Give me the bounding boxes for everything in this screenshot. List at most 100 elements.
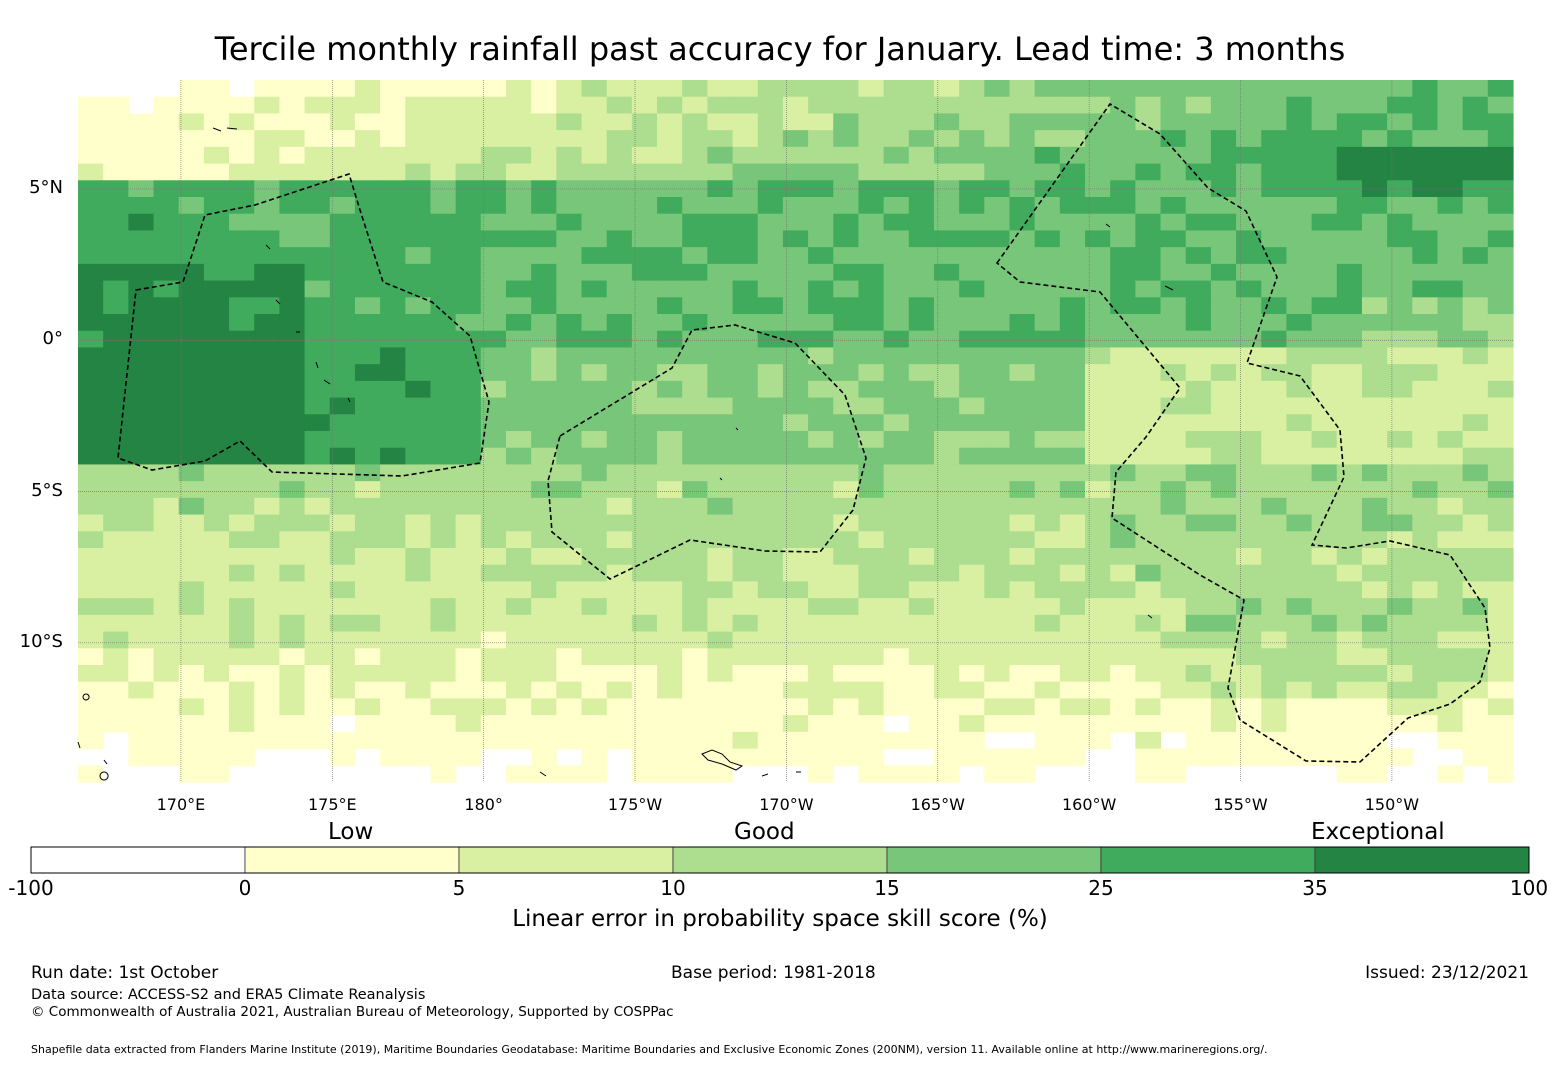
- grid-cell: [455, 631, 482, 649]
- grid-cell: [908, 665, 935, 683]
- grid-cell: [354, 380, 381, 399]
- grid-cell: [606, 146, 633, 165]
- grid-cell: [1437, 531, 1464, 549]
- grid-cell: [1185, 213, 1212, 232]
- grid-cell: [1387, 297, 1413, 315]
- grid-cell: [782, 247, 809, 265]
- grid-cell: [782, 447, 809, 466]
- grid-cell: [782, 414, 809, 432]
- grid-cell: [153, 514, 180, 532]
- grid-cell: [1361, 681, 1388, 700]
- grid-cell: [279, 347, 306, 365]
- grid-cell: [1110, 598, 1136, 616]
- grid-cell: [606, 314, 633, 332]
- grid-cell: [858, 614, 885, 633]
- grid-cell: [1361, 748, 1388, 766]
- grid-cell: [933, 598, 960, 616]
- grid-cell: [959, 648, 985, 666]
- grid-cell: [1210, 715, 1237, 733]
- grid-cell: [732, 247, 759, 265]
- grid-cell: [254, 698, 281, 716]
- grid-cell: [279, 447, 306, 466]
- grid-cell: [1311, 247, 1338, 265]
- grid-cell: [1210, 648, 1237, 666]
- grid-cell: [1009, 130, 1036, 148]
- grid-cell: [1336, 113, 1363, 131]
- grid-cell: [1009, 564, 1036, 583]
- grid-cell: [883, 213, 910, 232]
- grid-cell: [229, 447, 255, 466]
- grid-cell: [1462, 748, 1489, 766]
- grid-cell: [178, 314, 205, 332]
- grid-cell: [203, 230, 230, 248]
- grid-cell: [757, 364, 784, 382]
- grid-cell: [959, 665, 985, 683]
- grid-cell: [933, 464, 960, 482]
- grid-cell: [1261, 481, 1288, 499]
- grid-cell: [1462, 698, 1489, 716]
- grid-cell: [1361, 614, 1388, 633]
- grid-cell: [1412, 330, 1439, 349]
- grid-cell: [782, 598, 809, 616]
- grid-cell: [480, 397, 507, 415]
- grid-cell: [1361, 80, 1388, 98]
- grid-cell: [1261, 213, 1288, 232]
- grid-cell: [380, 380, 406, 399]
- grid-cell: [354, 163, 381, 181]
- grid-cell: [959, 130, 985, 148]
- grid-cell: [505, 481, 532, 499]
- grid-cell: [1462, 514, 1489, 532]
- grid-cell: [606, 213, 633, 232]
- grid-cell: [430, 163, 457, 181]
- grid-cell: [480, 414, 507, 432]
- grid-cell: [153, 364, 180, 382]
- grid-cell: [203, 614, 230, 633]
- grid-cell: [1261, 648, 1288, 666]
- grid-cell: [380, 614, 406, 633]
- grid-cell: [732, 598, 759, 616]
- grid-cell: [657, 414, 683, 432]
- grid-cell: [1009, 80, 1036, 98]
- grid-cell: [657, 113, 683, 131]
- grid-cell: [380, 80, 406, 98]
- grid-cell: [279, 481, 306, 499]
- grid-cell: [229, 330, 255, 349]
- grid-cell: [531, 297, 557, 315]
- grid-cell: [1412, 631, 1439, 649]
- grid-cell: [380, 447, 406, 466]
- grid-cell: [808, 213, 834, 232]
- grid-cell: [1236, 163, 1262, 181]
- grid-cell: [1487, 213, 1514, 232]
- grid-cell: [505, 397, 532, 415]
- grid-cell: [505, 648, 532, 666]
- grid-cell: [153, 531, 180, 549]
- grid-cell: [606, 280, 633, 298]
- grid-cell: [279, 631, 306, 649]
- grid-cell: [657, 598, 683, 616]
- grid-cell: [103, 380, 129, 399]
- grid-cell: [430, 631, 457, 649]
- grid-cell: [304, 213, 331, 232]
- grid-cell: [1286, 80, 1313, 98]
- grid-cell: [782, 380, 809, 399]
- grid-cell: [933, 80, 960, 98]
- grid-cell: [782, 80, 809, 98]
- grid-cell: [1009, 765, 1036, 783]
- grid-cell: [1361, 130, 1388, 148]
- grid-cell: [304, 631, 331, 649]
- grid-cell: [1412, 431, 1439, 449]
- grid-cell: [782, 297, 809, 315]
- grid-cell: [1311, 96, 1338, 115]
- grid-cell: [1311, 80, 1338, 98]
- grid-cell: [1361, 380, 1388, 399]
- grid-cell: [531, 614, 557, 633]
- grid-cell: [1059, 648, 1086, 666]
- grid-cell: [606, 514, 633, 532]
- grid-cell: [1462, 180, 1489, 198]
- grid-cell: [1412, 681, 1439, 700]
- grid-cell: [254, 380, 281, 399]
- grid-cell: [1034, 130, 1061, 148]
- grid-cell: [354, 96, 381, 115]
- grid-cell: [782, 146, 809, 165]
- grid-cell: [682, 113, 708, 131]
